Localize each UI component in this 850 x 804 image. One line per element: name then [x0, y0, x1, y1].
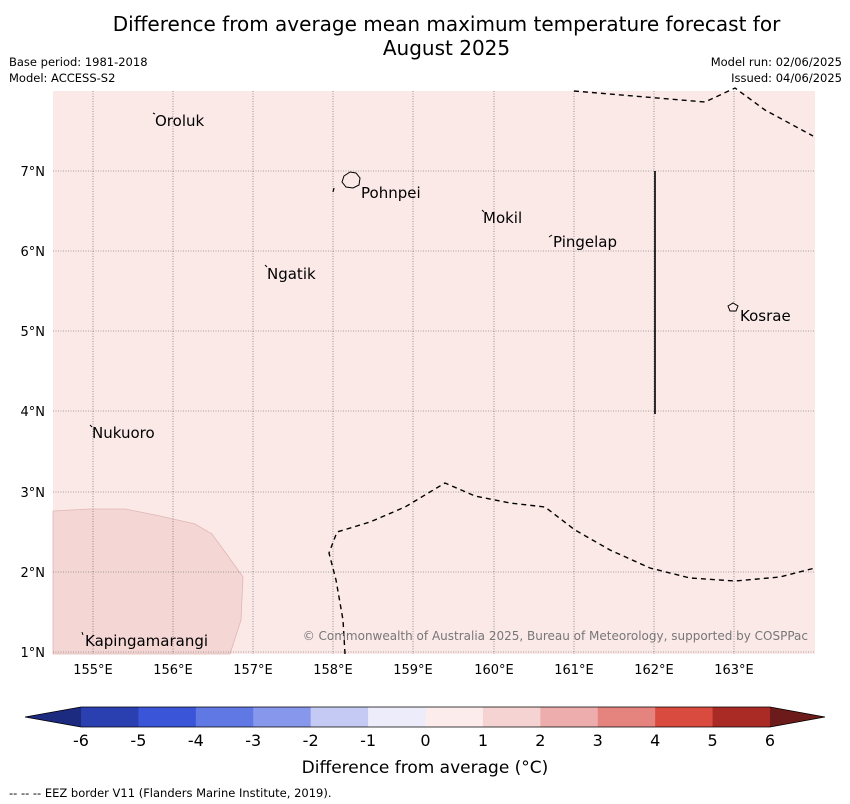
colorbar-extend-high — [770, 707, 825, 727]
colorbar-outline — [24, 706, 826, 728]
lon-label-163: 163°E — [714, 663, 754, 678]
lon-label-155: 155°E — [73, 663, 113, 678]
lon-label-156: 156°E — [153, 663, 193, 678]
colorbar-tick-label: -6 — [73, 731, 89, 750]
ngatik-atoll — [264, 264, 268, 268]
colorbar-segment — [540, 707, 599, 727]
colorbar-label: Difference from average (°C) — [301, 758, 549, 778]
graticule — [53, 91, 815, 654]
colorbar-tick-label: -2 — [302, 731, 319, 750]
colorbar-tick-label: 0 — [420, 731, 431, 750]
colorbar-segment — [655, 707, 714, 727]
colorbar-tick-label: -4 — [187, 731, 204, 750]
colorbar-segment — [712, 707, 771, 727]
model-text: Model: ACCESS-S2 — [9, 71, 116, 85]
lat-label-1: 1°N — [21, 646, 46, 661]
lon-label-159: 159°E — [393, 663, 433, 678]
meta-right: Model run: 02/06/2025 Issued: 04/06/2025 — [711, 54, 842, 86]
kapingamarangi-atoll — [81, 631, 84, 636]
lat-label-6: 6°N — [21, 245, 46, 260]
place-ngatik: Ngatik — [267, 265, 316, 283]
colorbar-extend-low — [25, 707, 81, 727]
meta-left: Base period: 1981-2018 Model: ACCESS-S2 — [9, 54, 148, 86]
colorbar-tick-label: 6 — [764, 731, 776, 750]
model-run-text: Model run: 02/06/2025 — [710, 55, 842, 69]
colorbar-segment — [253, 707, 312, 727]
eez-borders — [328, 87, 816, 655]
title-line-2: August 2025 — [382, 36, 511, 60]
copyright-text: © Commonwealth of Australia 2025, Bureau… — [303, 629, 808, 643]
mokil-atoll — [481, 209, 485, 213]
colorbar-segment — [195, 707, 254, 727]
title-line-1: Difference from average mean maximum tem… — [112, 12, 781, 36]
colorbar-segment — [368, 707, 426, 727]
colorbar-segment — [482, 707, 541, 727]
pohnpei-island — [341, 171, 361, 189]
nukuoro-atoll — [89, 424, 93, 428]
lon-label-162: 162°E — [634, 663, 674, 678]
place-pingelap: Pingelap — [553, 233, 617, 251]
lon-label-161: 161°E — [554, 663, 594, 678]
place-kapingamarangi: Kapingamarangi — [85, 632, 208, 650]
colorbar-tick-label: 5 — [707, 731, 718, 750]
eez-footer-note: -- -- -- EEZ border V11 (Flanders Marine… — [9, 786, 332, 800]
lat-label-2: 2°N — [21, 566, 46, 581]
colorbar-tick-label: -3 — [245, 731, 262, 750]
place-pohnpei: Pohnpei — [361, 184, 421, 202]
lat-label-5: 5°N — [21, 325, 46, 340]
colorbar-segment — [425, 707, 484, 727]
place-nukuoro: Nukuoro — [92, 424, 155, 442]
lon-label-157: 157°E — [233, 663, 273, 678]
oroluk-atoll — [152, 112, 156, 115]
pohnpei-islet — [332, 187, 335, 193]
eez-border-north — [573, 87, 814, 137]
lon-label-158: 158°E — [313, 663, 353, 678]
base-period-text: Base period: 1981-2018 — [9, 55, 148, 69]
pingelap-atoll — [548, 234, 553, 238]
lat-label-3: 3°N — [21, 486, 46, 501]
colorbar-tick-label: 2 — [535, 731, 546, 750]
colorbar — [24, 706, 826, 728]
anomaly-region-1-2 — [52, 508, 244, 655]
lat-label-7: 7°N — [21, 165, 46, 180]
colorbar-segment — [597, 707, 656, 727]
page-title: Difference from average mean maximum tem… — [0, 12, 850, 60]
colorbar-tick-label: -5 — [130, 731, 147, 750]
colorbar-tick-label: 1 — [477, 731, 488, 750]
colorbar-segment — [81, 707, 139, 727]
lat-label-4: 4°N — [21, 405, 46, 420]
kosrae-island — [727, 302, 739, 312]
lon-label-160: 160°E — [474, 663, 514, 678]
place-oroluk: Oroluk — [155, 112, 204, 130]
issued-text: Issued: 04/06/2025 — [731, 71, 842, 85]
colorbar-tick-label: 3 — [592, 731, 603, 750]
place-mokil: Mokil — [483, 209, 522, 227]
colorbar-tick-label: 4 — [650, 731, 661, 750]
colorbar-segment — [310, 707, 369, 727]
colorbar-segment — [138, 707, 197, 727]
place-kosrae: Kosrae — [740, 307, 791, 325]
colorbar-tick-label: -1 — [360, 731, 377, 750]
